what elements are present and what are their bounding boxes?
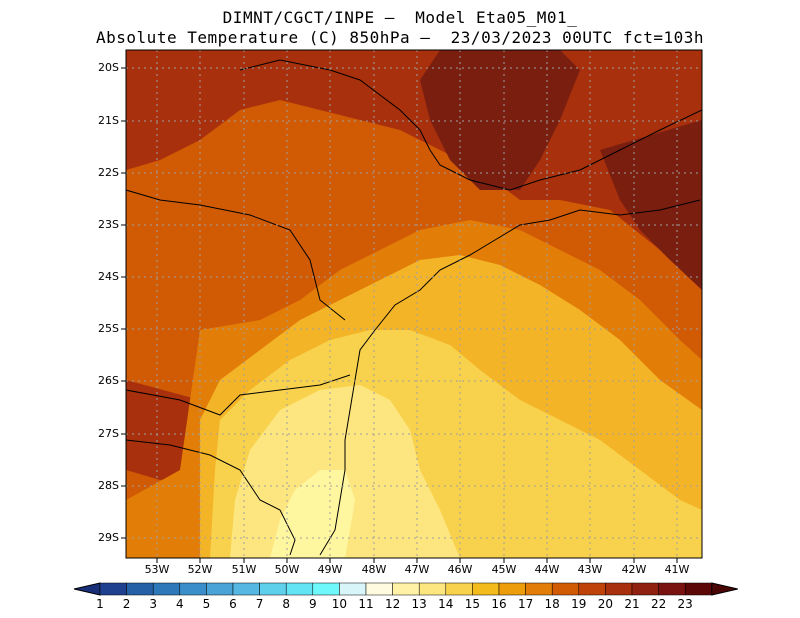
colorbar-label: 7: [255, 597, 264, 611]
lat-label: 22S: [98, 166, 119, 179]
lon-label: 52W: [187, 563, 213, 576]
lon-label: 48W: [361, 563, 387, 576]
colorbar-label: 18: [544, 597, 560, 611]
colorbar-label: 22: [650, 597, 667, 611]
colorbar-label: 20: [597, 597, 614, 611]
colorbar-swatch: [179, 582, 207, 596]
colorbar-swatch: [392, 582, 420, 596]
colorbar-label: 13: [411, 597, 427, 611]
colorbar-label: 19: [571, 597, 587, 611]
colorbar-swatch: [339, 582, 367, 596]
state-border-rs: [126, 439, 296, 556]
lat-label: 21S: [98, 114, 119, 127]
colorbar-swatch: [631, 582, 659, 596]
lon-label: 49W: [317, 563, 343, 576]
colorbar-label: 15: [464, 597, 481, 611]
lon-label: 43W: [577, 563, 603, 576]
lat-label: 24S: [98, 270, 119, 283]
colorbar-swatch: [285, 582, 314, 596]
colorbar-label: 1: [96, 597, 104, 611]
coastline: [319, 199, 701, 556]
lat-label: 25S: [98, 322, 119, 335]
lat-label: 26S: [98, 374, 119, 387]
colorbar-label: 11: [358, 597, 374, 611]
colorbar-swatch: [472, 582, 500, 596]
lon-label: 53W: [144, 563, 170, 576]
state-border-north: [239, 59, 702, 191]
colorbar-label: 6: [229, 597, 237, 611]
colorbar-swatch: [232, 582, 260, 596]
lon-label: 46W: [447, 563, 473, 576]
colorbar-label: 3: [149, 597, 158, 611]
colorbar-swatch: [365, 582, 393, 596]
colorbar-swatch: [418, 582, 447, 596]
field-extreme-east: [600, 120, 702, 290]
colorbar-label: 21: [624, 597, 640, 611]
state-border-sc: [126, 374, 351, 416]
lon-label: 51W: [231, 563, 257, 576]
lon-label: 45W: [491, 563, 517, 576]
lat-label: 20S: [98, 61, 119, 74]
colorbar-swatch: [684, 582, 713, 596]
lat-label: 29S: [98, 531, 119, 544]
colorbar-swatch: [99, 582, 127, 596]
colorbar-left-arrow: [73, 582, 101, 596]
colorbar-swatch: [445, 582, 473, 596]
graticule: [126, 50, 702, 558]
colorbar-swatch: [578, 582, 606, 596]
colorbar: [73, 582, 738, 596]
colorbar-swatch: [551, 582, 580, 596]
colorbar-swatch: [525, 582, 553, 596]
lat-label: 27S: [98, 427, 119, 440]
colorbar-label: 14: [438, 597, 454, 611]
colorbar-label: 4: [175, 597, 184, 611]
colorbar-label: 2: [122, 597, 131, 611]
temperature-field: [126, 50, 702, 558]
colorbar-label: 8: [282, 597, 291, 611]
colorbar-label: 12: [384, 597, 401, 611]
colorbar-swatch: [658, 582, 686, 596]
colorbar-label: 9: [308, 597, 317, 611]
colorbar-swatch: [498, 582, 526, 596]
lat-label: 28S: [98, 479, 119, 492]
axis-ticks: [121, 67, 678, 563]
colorbar-swatch: [206, 582, 234, 596]
map-frame: [125, 49, 703, 559]
colorbar-right-arrow: [711, 582, 738, 596]
lat-label: 23S: [98, 218, 119, 231]
colorbar-label: 10: [331, 597, 348, 611]
lon-label: 47W: [404, 563, 430, 576]
colorbar-swatch: [126, 582, 154, 596]
lon-label: 42W: [621, 563, 647, 576]
lon-label: 41W: [664, 563, 690, 576]
colorbar-swatch: [605, 582, 633, 596]
map-title-line1: DIMNT/CGCT/INPE — Model Eta05_M01_: [222, 8, 578, 27]
colorbar-swatch: [259, 582, 287, 596]
field-coolest: [270, 470, 355, 558]
map-title-line2: Absolute Temperature (C) 850hPa — 23/03/…: [96, 28, 704, 47]
state-border-pr: [126, 189, 346, 321]
lon-label: 44W: [534, 563, 560, 576]
colorbar-label: 5: [202, 597, 211, 611]
lon-label: 50W: [274, 563, 300, 576]
colorbar-swatch: [152, 582, 181, 596]
colorbar-label: 23: [677, 597, 693, 611]
colorbar-swatch: [312, 582, 340, 596]
colorbar-label: 17: [517, 597, 534, 611]
colorbar-label: 16: [491, 597, 507, 611]
field-extreme-north: [420, 50, 580, 190]
